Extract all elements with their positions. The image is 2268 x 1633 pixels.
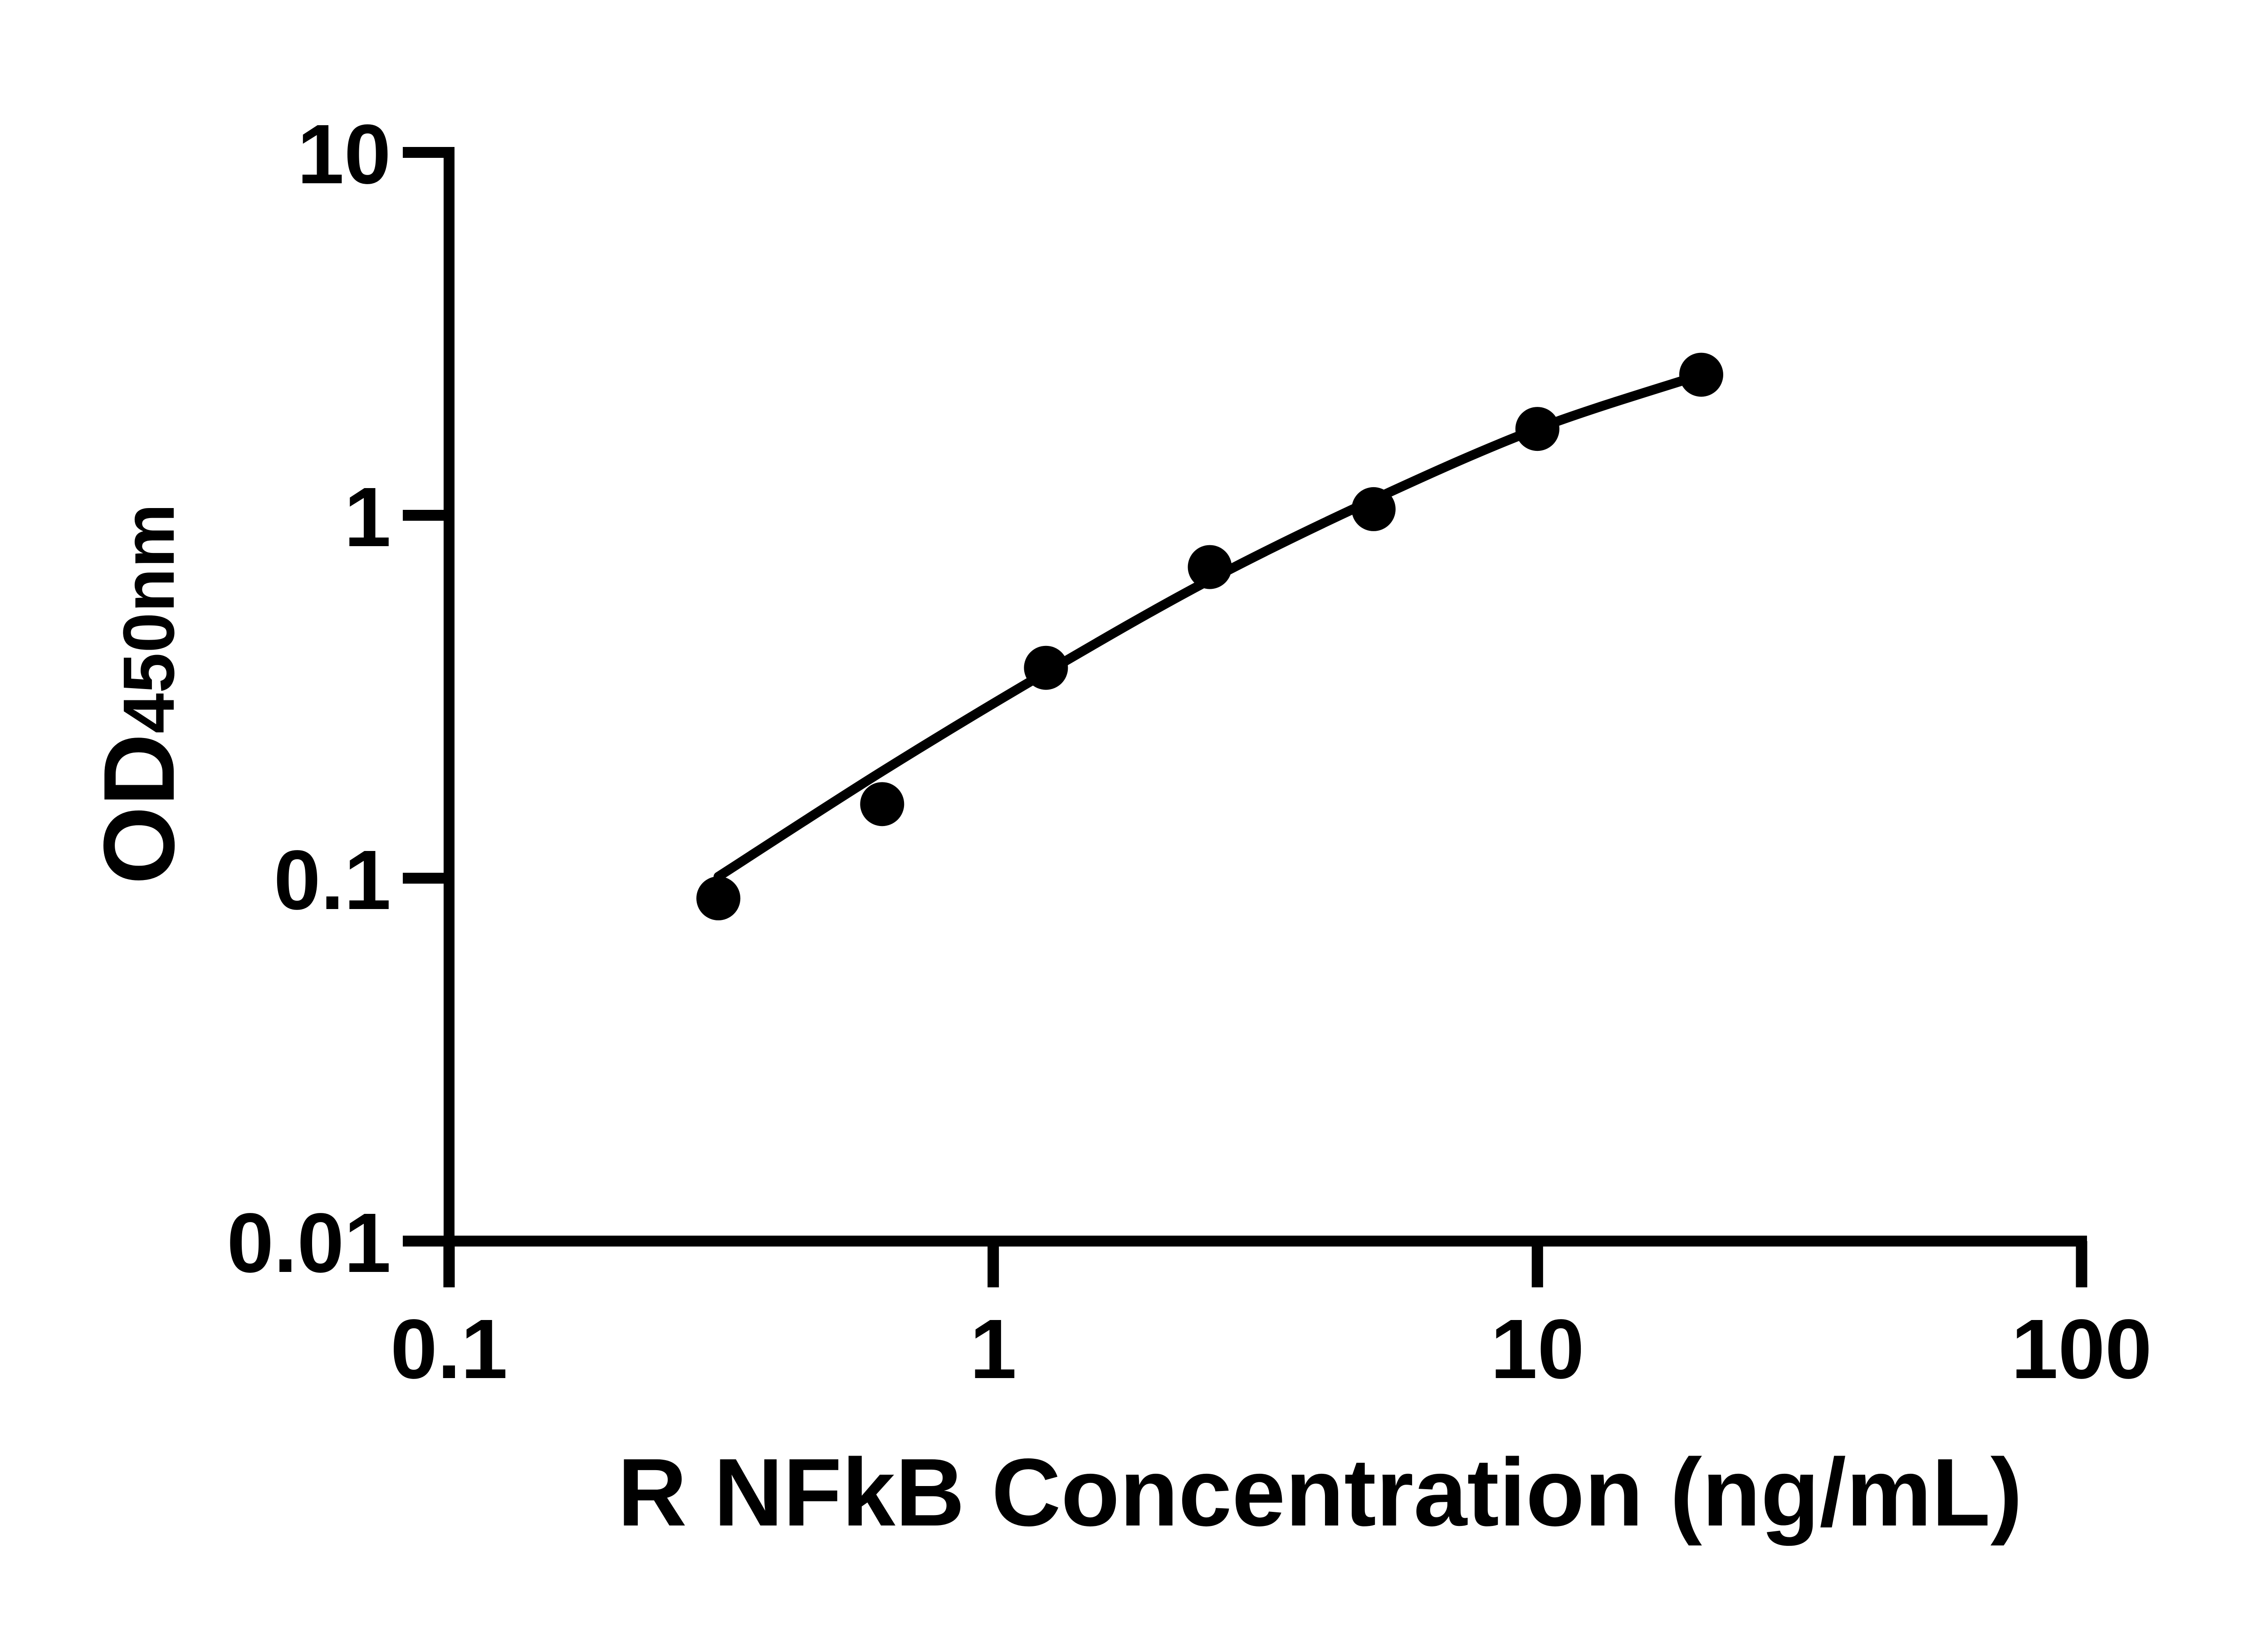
data-point (1188, 545, 1232, 589)
data-point (1024, 645, 1068, 690)
y-tick-label: 0.01 (227, 1196, 391, 1290)
x-tick-label: 100 (2011, 1302, 2152, 1396)
axes-layer (444, 147, 2087, 1247)
x-tick-label: 0.1 (391, 1302, 508, 1396)
y-tick-label: 0.1 (274, 833, 391, 927)
data-point (1351, 487, 1396, 531)
data-points-layer (696, 352, 1723, 920)
tick-layer (403, 147, 2087, 1287)
data-point (1679, 352, 1723, 397)
data-point (696, 876, 741, 920)
x-axis-title: R NFkB Concentration (ng/mL) (617, 1438, 2022, 1546)
y-tick-label: 10 (297, 108, 391, 201)
y-axis-title: OD450nm (83, 504, 196, 885)
data-point (1515, 407, 1559, 451)
data-point (860, 782, 904, 826)
y-tick-label: 1 (344, 470, 391, 564)
y-axis-title-subscript: 450nm (108, 504, 189, 733)
y-axis-title-main: OD (83, 733, 196, 885)
x-tick-label: 10 (1491, 1302, 1584, 1396)
x-tick-label: 1 (970, 1302, 1017, 1396)
